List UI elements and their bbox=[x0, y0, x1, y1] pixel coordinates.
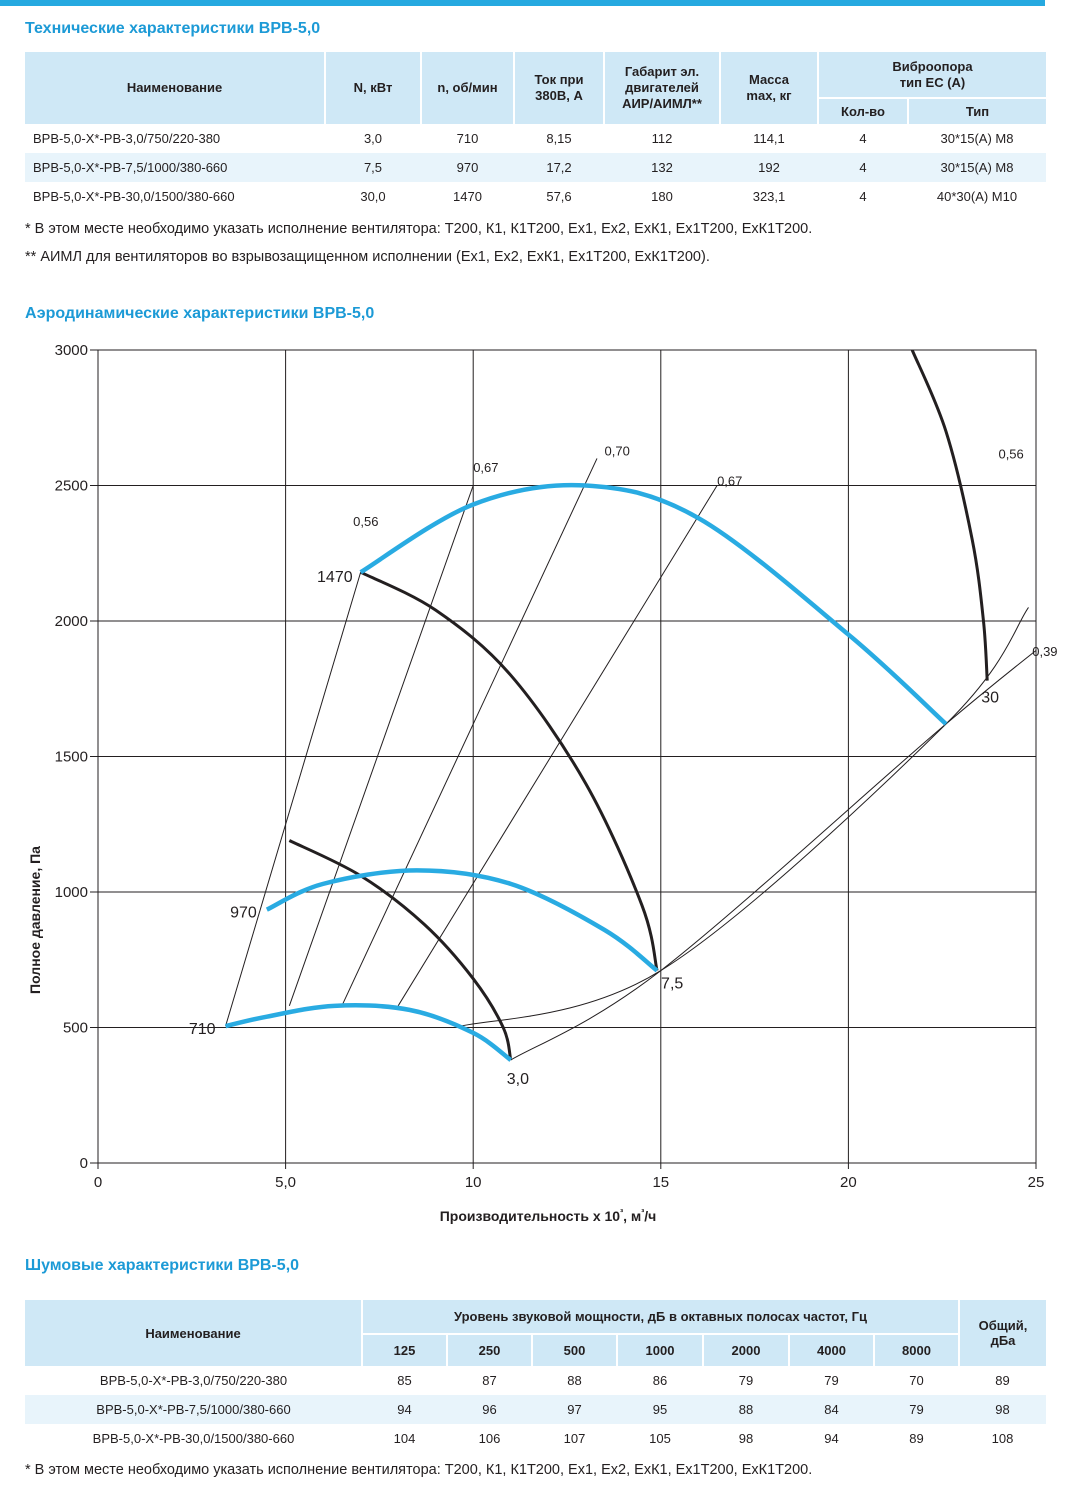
noise-freq-header: 8000 bbox=[873, 1333, 959, 1366]
power-curve bbox=[910, 350, 989, 681]
noise-freq-header: 125 bbox=[361, 1333, 447, 1366]
noise-freq-header: 500 bbox=[531, 1333, 617, 1366]
spec-footnote-2: ** АИМЛ для вентиляторов во взрывозащище… bbox=[25, 249, 710, 265]
efficiency-line bbox=[341, 458, 598, 1007]
efficiency-label: 0,70 bbox=[605, 444, 630, 459]
speed-curve bbox=[225, 1003, 513, 1062]
power-curves bbox=[288, 350, 989, 1061]
spec-row: ВРВ-5,0-Х*-РВ-30,0/1500/380-660 30,0 147… bbox=[33, 189, 1018, 204]
x-axis-label: Производительность х 10³, м³/ч bbox=[440, 1207, 657, 1224]
y-tick-label: 3000 bbox=[55, 342, 88, 359]
x-tick-label: 5,0 bbox=[275, 1174, 296, 1191]
efficiency-line bbox=[397, 485, 718, 1007]
noise-row: ВРВ-5,0-Х*-РВ-30,0/1500/380-660 104 106 … bbox=[92, 1431, 1014, 1446]
noise-header-name: Наименование bbox=[25, 1300, 362, 1366]
top-accent-bar bbox=[0, 0, 1045, 6]
y-axis-label: Полное давление, Па bbox=[27, 846, 43, 994]
spec-footnote-1: * В этом месте необходимо указать исполн… bbox=[25, 221, 813, 237]
x-tick-label: 25 bbox=[1028, 1174, 1045, 1191]
chart-labels: 0 5,0 10 15 20 25 0 500 1000 1500 2000 2500 3000 710 9… bbox=[55, 342, 1058, 1191]
efficiency-label: 0,67 bbox=[717, 474, 742, 489]
y-tick-label: 500 bbox=[63, 1020, 88, 1037]
spec-header-vibration: Виброопора тип ЕС (А) bbox=[817, 52, 1046, 98]
aero-chart: 0 5,0 10 15 20 25 0 500 1000 1500 2000 2500 3000 710 9… bbox=[27, 342, 1058, 1224]
chart-grid bbox=[90, 349, 1037, 1169]
power-label: 7,5 bbox=[661, 976, 683, 993]
x-tick-label: 20 bbox=[840, 1174, 857, 1191]
spec-header-mass: Масса max, кг bbox=[719, 52, 818, 124]
speed-curve bbox=[265, 868, 659, 973]
spec-row: ВРВ-5,0-Х*-РВ-3,0/750/220-380 3,0 710 8,… bbox=[33, 131, 1014, 146]
noise-footnote: * В этом месте необходимо указать исполн… bbox=[25, 1462, 813, 1478]
y-tick-label: 2000 bbox=[55, 613, 88, 630]
spec-table: Наименование N, кВт n, об/мин Ток при 38… bbox=[25, 52, 1046, 211]
spec-header-frame: Габарит эл. двигателей АИР/АИМЛ** bbox=[603, 52, 720, 124]
spec-header-current: Ток при 380В, А bbox=[513, 52, 604, 124]
noise-title: Шумовые характеристики ВРВ-5,0 bbox=[25, 1257, 300, 1274]
aero-title: Аэродинамические характеристики ВРВ-5,0 bbox=[25, 305, 375, 322]
speed-curve bbox=[359, 482, 948, 726]
noise-row: ВРВ-5,0-Х*-РВ-3,0/750/220-380 85 87 88 8… bbox=[99, 1373, 1010, 1388]
noise-row: ВРВ-5,0-Х*-РВ-7,5/1000/380-660 94 96 97 … bbox=[25, 1395, 1046, 1424]
spec-title: Технические характеристики ВРВ-5,0 bbox=[25, 20, 321, 37]
speed-label: 970 bbox=[230, 905, 257, 922]
efficiency-label: 0,56 bbox=[353, 514, 378, 529]
noise-header-total: Общий, дБа bbox=[958, 1300, 1046, 1366]
efficiency-label: 0,56 bbox=[998, 446, 1023, 461]
efficiency-label: 0,39 bbox=[1032, 644, 1057, 659]
efficiency-line bbox=[288, 485, 474, 1006]
spec-header-power: N, кВт bbox=[324, 52, 421, 124]
x-tick-label: 15 bbox=[652, 1174, 669, 1191]
spec-header-vib-type: Тип bbox=[907, 97, 1046, 124]
efficiency-line bbox=[225, 572, 362, 1027]
efficiency-lines bbox=[225, 458, 1036, 1061]
y-tick-label: 0 bbox=[80, 1155, 88, 1172]
speed-label: 710 bbox=[189, 1021, 216, 1038]
spec-row: ВРВ-5,0-Х*-РВ-7,5/1000/380-660 7,5 970 1… bbox=[25, 153, 1046, 182]
power-curve bbox=[359, 570, 659, 971]
spec-header-vib-qty: Кол-во bbox=[817, 97, 908, 124]
noise-freq-header: 4000 bbox=[788, 1333, 874, 1366]
spec-header-rpm: n, об/мин bbox=[420, 52, 514, 124]
x-tick-label: 0 bbox=[94, 1174, 102, 1191]
power-curve bbox=[288, 839, 513, 1061]
noise-freq-header: 2000 bbox=[702, 1333, 789, 1366]
y-tick-label: 2500 bbox=[55, 478, 88, 495]
speed-label: 1470 bbox=[317, 569, 353, 586]
noise-table: Наименование Уровень звуковой мощности, … bbox=[25, 1300, 1046, 1453]
speed-curves bbox=[225, 482, 948, 1062]
efficiency-line bbox=[454, 607, 1029, 1028]
power-label: 3,0 bbox=[507, 1071, 529, 1088]
efficiency-line bbox=[510, 649, 1036, 1061]
noise-freq-header: 1000 bbox=[616, 1333, 703, 1366]
spec-header-name: Наименование bbox=[25, 52, 325, 124]
noise-header-band: Уровень звуковой мощности, дБ в октавных… bbox=[361, 1300, 959, 1334]
y-tick-label: 1000 bbox=[55, 884, 88, 901]
noise-freq-header: 250 bbox=[446, 1333, 532, 1366]
efficiency-label: 0,67 bbox=[473, 460, 498, 475]
x-tick-label: 10 bbox=[465, 1174, 482, 1191]
y-tick-label: 1500 bbox=[55, 749, 88, 766]
power-label: 30 bbox=[981, 690, 999, 707]
